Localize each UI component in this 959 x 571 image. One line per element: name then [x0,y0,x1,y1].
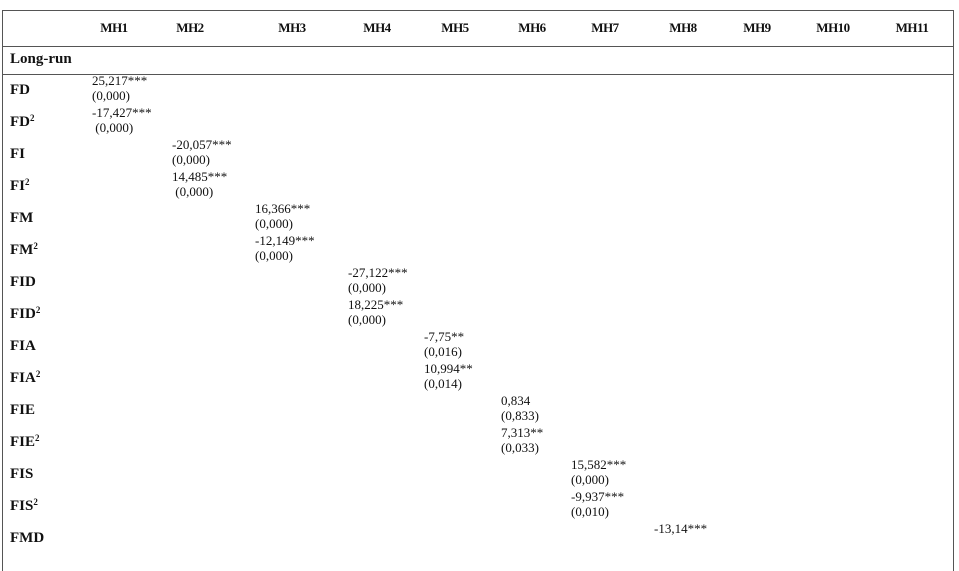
row-label: FD [10,82,30,99]
table-cell: -17,427*** (0,000) [92,105,152,135]
table-cell: 14,485*** (0,000) [172,169,227,199]
row-label-superscript: 2 [35,433,40,443]
row-label-text: FM [10,210,34,226]
row-label-text: FMD [10,530,45,546]
coefficient: 14,485*** [172,169,228,184]
section-label: Long-run [10,51,72,67]
table-frame [2,10,954,571]
p-value: (0,000) [348,280,386,295]
column-header: MH6 [518,20,546,35]
table-cell: -7,75** (0,016) [424,329,464,359]
row-label: FD2 [10,113,35,131]
coefficient: -20,057*** [172,137,232,152]
row-label-text: FM [10,242,34,258]
row-label: FIE [10,402,35,419]
row-label-superscript: 2 [35,305,41,315]
table-cell: -20,057*** (0,000) [172,137,232,167]
coefficient: 7,313** [501,425,544,440]
table-cell: -9,937*** (0,010) [571,489,624,519]
row-label-text: FIS [10,498,34,514]
row-label: FIE2 [10,433,40,451]
p-value: (0,016) [424,344,462,359]
p-value: (0,033) [501,440,539,455]
coefficient: -17,427*** [92,105,152,120]
p-value: (0,014) [424,376,462,391]
row-label: FIA2 [10,369,41,387]
table-cell: 10,994** (0,014) [424,361,473,391]
row-label-text: FIS [10,466,34,482]
coefficient: -12,149*** [255,233,315,248]
p-value: (0,010) [571,504,609,519]
coefficient: 18,225*** [348,297,404,312]
p-value: (0,000) [571,472,609,487]
p-value: (0,000) [348,312,386,327]
table-cell: -27,122*** (0,000) [348,265,408,295]
column-header: MH5 [441,20,469,35]
row-label: FI2 [10,177,30,195]
column-header: MH1 [100,20,128,35]
row-label: FIA [10,338,36,355]
p-value: (0,000) [255,216,293,231]
row-label-text: FD [10,114,30,130]
table-cell: 25,217*** (0,000) [92,73,147,103]
row-label-text: FIA [10,370,36,386]
p-value: (0,000) [255,248,293,263]
table-cell: -13,14*** [654,521,707,536]
row-label: FID [10,274,36,291]
table-cell: 15,582*** (0,000) [571,457,626,487]
row-label: FIS [10,466,33,483]
section-divider [2,74,954,75]
p-value: (0,000) [172,184,214,199]
row-label-text: FID [10,306,36,322]
table-cell: 0,834 (0,833) [501,393,539,423]
coefficient: 10,994** [424,361,473,376]
column-header: MH2 [176,20,204,35]
row-label: FMD [10,530,44,547]
p-value: (0,000) [92,120,134,135]
coefficient: -9,937*** [571,489,625,504]
column-header: MH11 [895,20,929,35]
row-label: FID2 [10,305,41,323]
header-divider [2,46,954,47]
column-header: MH3 [278,20,306,35]
row-label-text: FI [10,146,25,162]
coefficient: 25,217*** [92,73,148,88]
row-label-text: FD [10,82,30,98]
table-cell: -12,149*** (0,000) [255,233,315,263]
column-header: MH4 [363,20,391,35]
table-cell: 18,225*** (0,000) [348,297,403,327]
row-label-text: FIE [10,402,36,418]
column-header: MH7 [591,20,619,35]
row-label: FIS2 [10,497,38,515]
p-value: (0,000) [92,88,130,103]
row-label-text: FIE [10,434,36,450]
row-label-superscript: 2 [30,113,35,123]
coefficient: 16,366*** [255,201,311,216]
row-label-text: FIA [10,338,36,354]
table-cell: 7,313** (0,033) [501,425,543,455]
row-label: FI [10,146,25,163]
row-label-superscript: 2 [35,369,41,379]
row-label-superscript: 2 [33,497,38,507]
p-value: (0,833) [501,408,539,423]
coefficient: 15,582*** [571,457,627,472]
row-label-text: FID [10,274,36,290]
column-header: MH10 [816,20,850,35]
row-label-superscript: 2 [33,241,38,251]
row-label-superscript: 2 [25,177,30,187]
column-header: MH9 [743,20,771,35]
coefficient: 0,834 [501,393,531,408]
coefficient: -27,122*** [348,265,408,280]
column-header: MH8 [669,20,697,35]
row-label: FM2 [10,241,38,259]
coefficient: -7,75** [424,329,465,344]
p-value: (0,000) [172,152,210,167]
row-label: FM [10,210,33,227]
coefficient: -13,14*** [654,521,708,536]
row-label-text: FI [10,178,25,194]
table-cell: 16,366*** (0,000) [255,201,310,231]
